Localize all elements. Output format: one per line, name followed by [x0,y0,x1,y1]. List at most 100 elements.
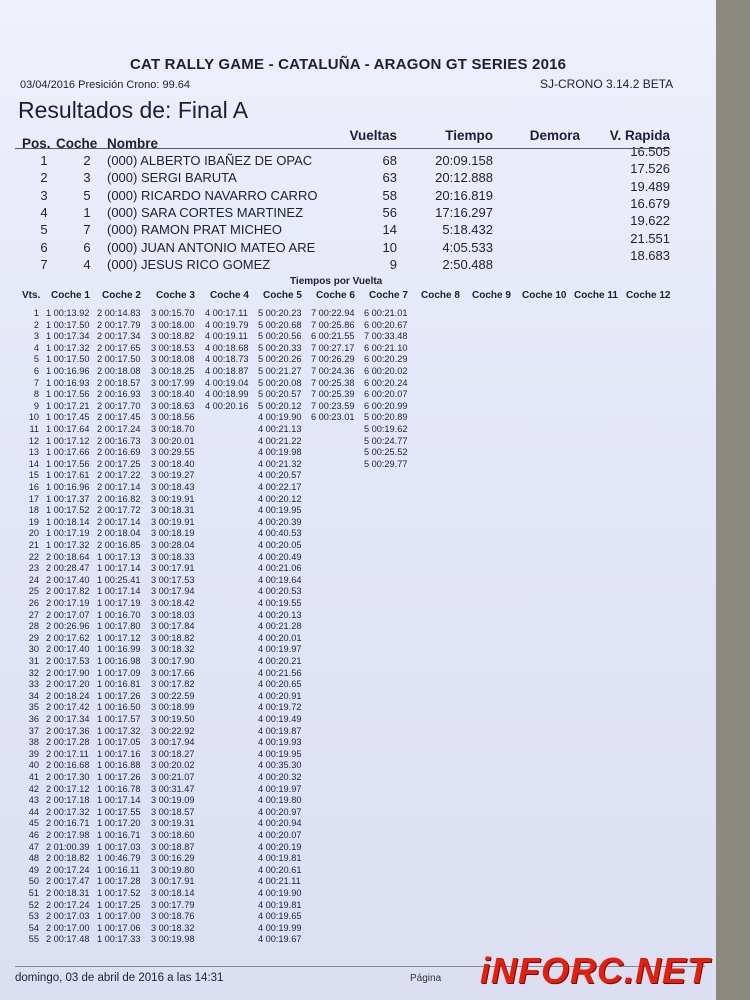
lap-number: 21 [28,540,39,550]
lap-number: 35 [28,702,39,713]
lap-time: 2 00:18.08 [97,366,141,376]
lap-time: 1 00:17.64 [46,424,90,434]
lap-time: 3 00:18.14 [151,888,195,898]
lap-number: 16 [28,482,39,492]
lap-time: 3 00:18.32 [151,644,195,655]
lap-time: 4 00:19.87 [258,725,302,736]
results-cell: (000) RAMON PRAT MICHEO [107,222,283,238]
lap-time: 4 00:21.11 [258,876,301,887]
lap-time: 1 00:16.88 [97,760,141,771]
lap-time: 1 00:17.26 [97,772,141,782]
results-cell: 5:18.432 [442,222,493,238]
lap-time: 3 00:18.56 [151,412,195,423]
lap-time: 3 00:17.94 [151,586,195,597]
lap-time: 2 00:17.70 [97,400,141,411]
lap-time: 1 00:17.80 [97,621,141,632]
lap-time: 4 00:19.81 [258,899,302,910]
lap-time: 1 00:17.00 [97,911,141,922]
results-cell: (000) ALBERTO IBAÑEZ DE OPAC [107,153,313,168]
lap-time: 1 00:17.52 [97,888,141,898]
lap-time: 7 00:22.94 [311,308,355,318]
results-cell: 16.679 [630,195,670,211]
lap-time: 4 00:18.73 [205,354,249,365]
lap-time: 4 00:20.07 [258,830,302,840]
lap-time: 2 00:16.73 [97,435,141,446]
lap-number: 42 [28,783,39,794]
lap-time: 4 00:22.17 [258,482,302,492]
lap-time: 2 00:17.50 [97,354,141,365]
software-version: SJ-CRONO 3.14.2 BETA [540,77,674,91]
lap-time: 1 00:17.61 [46,470,90,481]
lap-number: 55 [28,934,39,945]
lap-time: 1 00:17.57 [97,714,141,724]
lap-time: 2 00:17.45 [97,412,141,423]
results-cell: 4:05.533 [442,239,493,255]
results-cell: 5 [40,222,48,238]
lap-time: 3 00:19.27 [151,470,195,481]
lap-time: 1 00:17.66 [46,447,90,458]
lap-number: 24 [28,574,39,585]
lap-time: 1 00:17.05 [97,737,141,748]
lap-time: 2 00:17.11 [46,748,89,759]
lap-time: 6 00:20.29 [364,354,408,365]
lap-number: 8 [33,389,39,400]
lap-time: 2 00:16.93 [97,389,141,400]
lap-time: 5 00:20.89 [364,412,408,423]
lap-time: 2 00:16.85 [97,540,141,550]
lap-time: 1 00:17.45 [46,412,90,423]
lap-time: 1 00:17.16 [97,748,141,759]
results-cell: 9 [389,256,397,272]
lap-time: 1 00:17.14 [97,795,141,806]
results-cell: 6 [40,239,48,255]
lap-time: 2 00:16.82 [97,493,141,504]
lap-time: 3 00:18.70 [151,424,195,434]
lap-time: 1 00:16.71 [97,830,141,840]
lap-time: 1 00:17.06 [97,922,141,933]
lap-time: 7 00:25.38 [311,377,355,388]
lap-time: 3 00:17.91 [151,876,195,887]
lap-time: 3 00:18.53 [151,342,195,353]
lap-time: 1 00:17.19 [97,598,141,608]
lap-time: 1 00:17.03 [97,841,141,852]
lap-time: 4 00:20.49 [258,551,302,562]
lap-time: 1 00:17.19 [46,528,90,539]
lap-time: 3 00:19.31 [151,818,195,829]
lap-time: 2 00:17.40 [46,574,90,585]
lap-number: 28 [28,621,39,632]
results-cell: (000) SERGI BARUTA [107,170,237,186]
lap-time: 2 00:17.42 [46,702,90,713]
lap-time: 1 00:16.96 [46,482,90,492]
lap-time: 1 00:25.41 [97,574,141,585]
lap-header: Coche 12 [626,290,671,301]
lap-time: 3 00:18.08 [151,354,195,365]
lap-time: 2 00:17.20 [46,679,90,690]
lap-time: 2 00:17.24 [97,424,141,434]
lap-time: 2 00:17.22 [97,470,141,481]
lap-time: 4 00:21.13 [258,424,302,434]
lap-number: 4 [33,342,39,353]
lap-time: 3 00:18.43 [151,482,195,492]
lap-number: 32 [28,667,39,678]
lap-number: 29 [28,632,39,643]
lap-time: 2 00:17.07 [46,609,90,620]
lap-time: 3 00:17.79 [151,899,195,910]
lap-number: 22 [28,551,39,562]
lap-time: 2 00:17.34 [97,331,141,342]
lap-time: 3 00:17.94 [151,737,195,748]
results-cell: 2 [83,153,91,168]
lap-time: 3 00:17.90 [151,656,195,666]
lap-time: 3 00:22.59 [151,690,195,701]
lap-header: Coche 6 [316,290,355,301]
lap-time: 2 00:17.98 [46,830,90,840]
lap-time: 1 00:17.28 [97,876,141,887]
results-sheet: CAT RALLY GAME - CATALUÑA - ARAGON GT SE… [0,0,716,1000]
lap-time: 1 00:16.11 [97,864,140,875]
lap-time: 2 00:17.40 [46,644,90,655]
lap-time: 4 00:20.91 [258,690,302,701]
lap-time: 5 00:21.27 [258,366,302,376]
lap-time: 4 00:19.98 [258,447,302,458]
results-cell: (000) JUAN ANTONIO MATEO ARE [107,239,316,255]
lap-number: 49 [28,864,39,875]
lap-time: 6 00:21.10 [364,342,408,353]
lap-time: 1 00:17.32 [46,540,90,550]
